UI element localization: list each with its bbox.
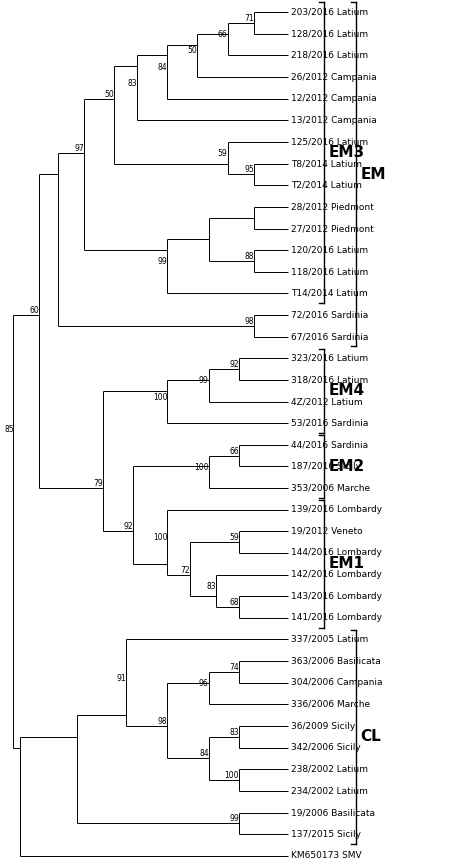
- Text: 83: 83: [207, 582, 216, 591]
- Text: 53/2016 Sardinia: 53/2016 Sardinia: [291, 418, 368, 428]
- Text: 71: 71: [244, 14, 254, 23]
- Text: 12/2012 Campania: 12/2012 Campania: [291, 95, 376, 103]
- Text: KM650173 SMV: KM650173 SMV: [291, 852, 362, 860]
- Text: 99: 99: [229, 814, 239, 824]
- Text: 88: 88: [245, 252, 254, 261]
- Text: 120/2016 Latium: 120/2016 Latium: [291, 246, 368, 254]
- Text: 337/2005 Latium: 337/2005 Latium: [291, 635, 368, 644]
- Text: 68: 68: [229, 598, 239, 607]
- Text: 98: 98: [244, 317, 254, 326]
- Text: EM: EM: [360, 167, 386, 182]
- Text: 100: 100: [153, 533, 167, 542]
- Text: 50: 50: [188, 47, 197, 56]
- Text: 84: 84: [158, 62, 167, 72]
- Text: EM1: EM1: [328, 556, 364, 571]
- Text: 26/2012 Campania: 26/2012 Campania: [291, 73, 376, 82]
- Text: 125/2016 Latium: 125/2016 Latium: [291, 137, 368, 147]
- Text: 342/2006 Sicily: 342/2006 Sicily: [291, 743, 361, 753]
- Text: 96: 96: [199, 679, 209, 688]
- Text: 44/2016 Sardinia: 44/2016 Sardinia: [291, 440, 368, 450]
- Text: 36/2009 Sicily: 36/2009 Sicily: [291, 721, 355, 731]
- Text: 59: 59: [218, 149, 228, 158]
- Text: 353/2006 Marche: 353/2006 Marche: [291, 483, 370, 492]
- Text: 363/2006 Basilicata: 363/2006 Basilicata: [291, 656, 381, 666]
- Text: 118/2016 Latium: 118/2016 Latium: [291, 267, 368, 276]
- Text: 139/2016 Lombardy: 139/2016 Lombardy: [291, 505, 382, 514]
- Text: 95: 95: [244, 166, 254, 174]
- Text: 83: 83: [229, 728, 239, 737]
- Text: 187/2016 Sicily: 187/2016 Sicily: [291, 462, 361, 471]
- Text: 72: 72: [180, 566, 190, 575]
- Text: 98: 98: [158, 717, 167, 726]
- Text: 100: 100: [153, 392, 167, 402]
- Text: T8/2014 Latium: T8/2014 Latium: [291, 159, 362, 168]
- Text: 318/2016 Latium: 318/2016 Latium: [291, 376, 368, 385]
- Text: 99: 99: [199, 377, 209, 385]
- Text: 238/2002 Latium: 238/2002 Latium: [291, 765, 368, 773]
- Text: 92: 92: [229, 360, 239, 369]
- Text: 137/2015 Sicily: 137/2015 Sicily: [291, 830, 361, 838]
- Text: 66: 66: [218, 30, 228, 39]
- Text: 60: 60: [29, 306, 39, 315]
- Text: 67/2016 Sardinia: 67/2016 Sardinia: [291, 332, 368, 341]
- Text: 83: 83: [128, 79, 137, 88]
- Text: 74: 74: [229, 663, 239, 672]
- Text: 84: 84: [199, 749, 209, 759]
- Text: 59: 59: [229, 533, 239, 542]
- Text: T2/2014 Latium: T2/2014 Latium: [291, 181, 362, 190]
- Text: 85: 85: [5, 425, 15, 434]
- Text: 304/2006 Campania: 304/2006 Campania: [291, 678, 383, 687]
- Text: 19/2012 Veneto: 19/2012 Veneto: [291, 527, 363, 536]
- Text: 28/2012 Piedmont: 28/2012 Piedmont: [291, 202, 374, 212]
- Text: 203/2016 Latium: 203/2016 Latium: [291, 8, 368, 16]
- Text: 13/2012 Campania: 13/2012 Campania: [291, 115, 377, 125]
- Text: 99: 99: [157, 258, 167, 266]
- Text: 92: 92: [124, 523, 133, 531]
- Text: EM4: EM4: [328, 384, 365, 398]
- Text: 66: 66: [229, 447, 239, 456]
- Text: 72/2016 Sardinia: 72/2016 Sardinia: [291, 311, 368, 319]
- Text: 128/2016 Latium: 128/2016 Latium: [291, 30, 368, 38]
- Text: EM2: EM2: [328, 459, 365, 474]
- Text: 19/2006 Basilicata: 19/2006 Basilicata: [291, 808, 375, 817]
- Text: 142/2016 Lombardy: 142/2016 Lombardy: [291, 570, 382, 579]
- Text: 91: 91: [116, 674, 126, 683]
- Text: CL: CL: [360, 729, 381, 745]
- Text: 323/2016 Latium: 323/2016 Latium: [291, 354, 368, 363]
- Text: 4Z/2012 Latium: 4Z/2012 Latium: [291, 397, 363, 406]
- Text: 141/2016 Lombardy: 141/2016 Lombardy: [291, 614, 382, 622]
- Text: 79: 79: [93, 479, 103, 488]
- Text: 100: 100: [194, 463, 209, 472]
- Text: EM3: EM3: [328, 145, 365, 161]
- Text: T14/2014 Latium: T14/2014 Latium: [291, 289, 367, 298]
- Text: 144/2016 Lombardy: 144/2016 Lombardy: [291, 549, 382, 557]
- Text: 234/2002 Latium: 234/2002 Latium: [291, 786, 368, 795]
- Text: 100: 100: [224, 771, 239, 780]
- Text: 218/2016 Latium: 218/2016 Latium: [291, 51, 368, 60]
- Text: 97: 97: [74, 144, 84, 153]
- Text: 27/2012 Piedmont: 27/2012 Piedmont: [291, 224, 374, 233]
- Text: 143/2016 Lombardy: 143/2016 Lombardy: [291, 592, 382, 601]
- Text: 336/2006 Marche: 336/2006 Marche: [291, 700, 370, 709]
- Text: 50: 50: [105, 89, 115, 99]
